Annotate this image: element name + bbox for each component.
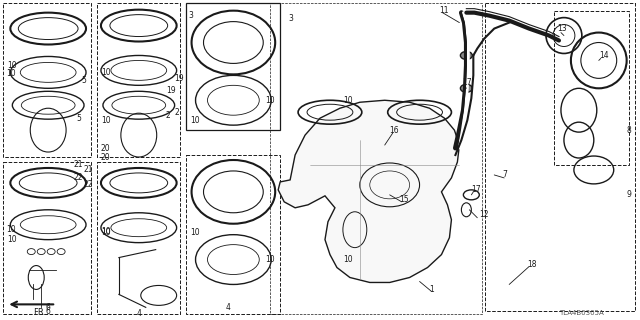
Text: 14: 14 (599, 51, 609, 60)
Text: 10: 10 (343, 96, 353, 105)
Text: 10: 10 (101, 68, 111, 77)
Text: 10: 10 (6, 69, 16, 78)
Text: 10: 10 (265, 255, 275, 264)
Text: 2: 2 (175, 108, 179, 117)
Text: 3: 3 (288, 14, 293, 23)
Bar (186, 155, 280, 314)
Bar (3, 162, 91, 314)
Text: 10: 10 (101, 228, 111, 237)
Text: 21: 21 (73, 160, 83, 170)
Bar (3, 3, 91, 157)
Text: 10: 10 (191, 116, 200, 125)
Text: 16: 16 (390, 126, 399, 135)
Text: 10: 10 (101, 116, 111, 125)
Text: 9: 9 (627, 190, 632, 199)
Text: 5: 5 (76, 114, 81, 123)
Text: 10: 10 (265, 96, 275, 105)
Polygon shape (278, 100, 460, 283)
Text: 20: 20 (101, 153, 111, 162)
Text: 2: 2 (166, 111, 171, 120)
Text: 17: 17 (471, 185, 481, 194)
Text: 10: 10 (101, 227, 111, 236)
Bar (97, 3, 180, 157)
Text: 13: 13 (557, 24, 566, 33)
Text: 4: 4 (226, 303, 231, 312)
Text: 6: 6 (45, 307, 51, 316)
Text: 7: 7 (502, 171, 507, 180)
Bar (270, 3, 483, 314)
Text: 18: 18 (527, 260, 536, 269)
Text: 19: 19 (166, 86, 175, 95)
Text: TLA4B0305A: TLA4B0305A (559, 310, 604, 316)
Text: 10: 10 (8, 61, 17, 70)
Text: 4: 4 (136, 309, 141, 318)
Ellipse shape (460, 84, 472, 92)
Text: FR.: FR. (33, 308, 46, 317)
Text: 20: 20 (101, 144, 111, 153)
Text: 3: 3 (189, 11, 193, 20)
Text: 5: 5 (81, 76, 86, 85)
Text: 17: 17 (462, 78, 472, 87)
Bar (97, 162, 180, 314)
Text: 8: 8 (627, 126, 632, 135)
Text: 10: 10 (191, 228, 200, 237)
Bar (554, 11, 628, 165)
Text: 19: 19 (175, 74, 184, 83)
Text: 10: 10 (8, 235, 17, 244)
Text: 22: 22 (73, 173, 83, 182)
Text: 10: 10 (6, 225, 16, 234)
Text: 15: 15 (399, 195, 409, 204)
Ellipse shape (460, 52, 472, 60)
Bar (485, 3, 635, 311)
Text: 21: 21 (83, 165, 93, 174)
Text: 12: 12 (479, 210, 489, 219)
Text: 22: 22 (83, 180, 93, 189)
Text: 10: 10 (343, 255, 353, 264)
Bar (186, 3, 280, 130)
Text: 11: 11 (440, 6, 449, 15)
Text: 6: 6 (45, 303, 51, 312)
Text: 1: 1 (429, 285, 435, 294)
